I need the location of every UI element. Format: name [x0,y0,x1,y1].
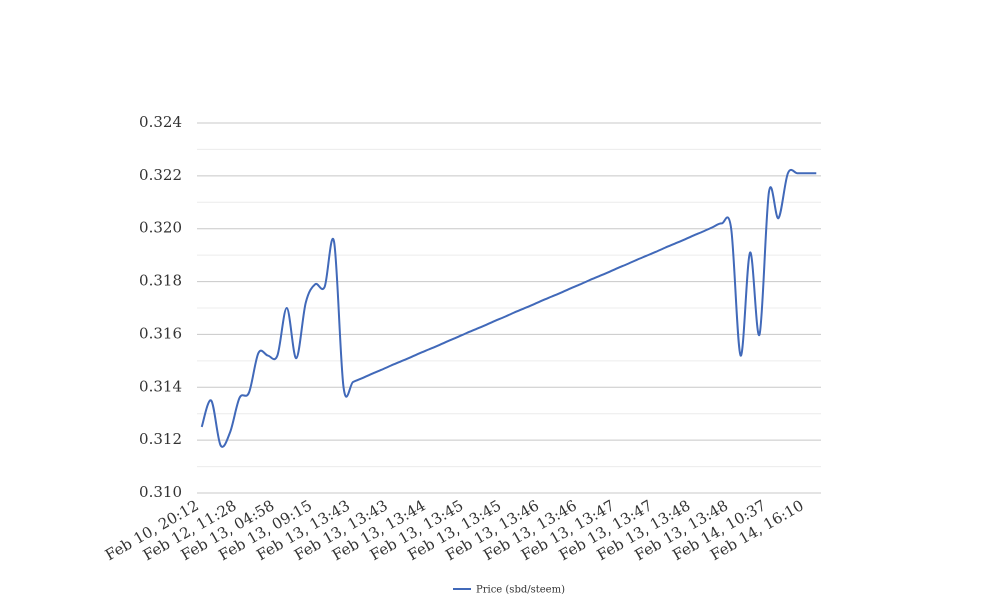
y-tick-label: 0.314 [139,377,182,395]
y-tick-label: 0.318 [139,272,182,290]
y-tick-label: 0.324 [139,113,182,131]
line [200,168,817,448]
y-tick-label: 0.312 [139,430,182,448]
y-tick-label: 0.316 [139,324,182,342]
y-tick-label: 0.310 [139,483,182,501]
legend-label: Price (sbd/steem) [476,585,565,596]
y-tick-label: 0.320 [139,219,182,237]
y-tick-label: 0.322 [139,166,182,184]
